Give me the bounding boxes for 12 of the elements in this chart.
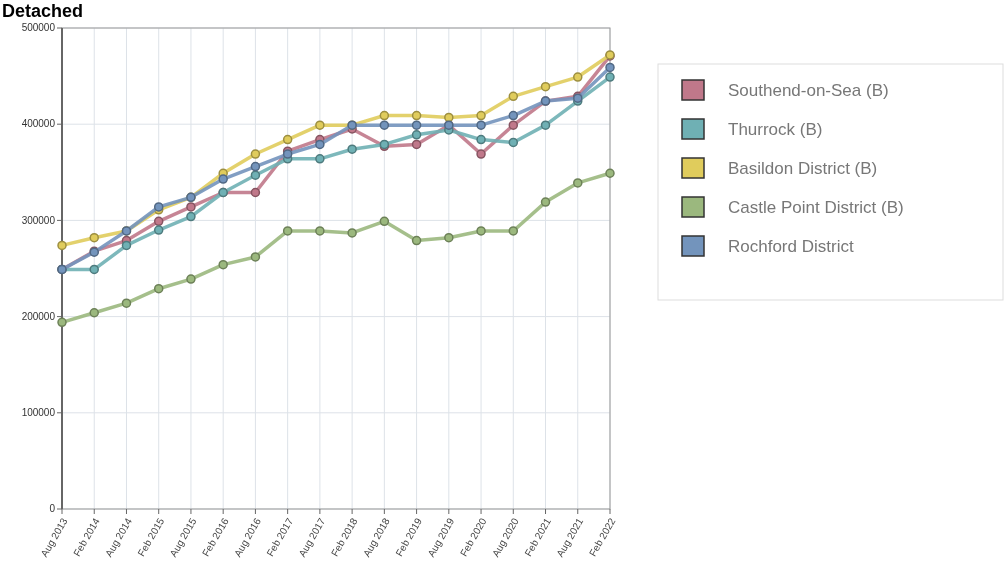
legend-label: Thurrock (B) [728, 119, 823, 139]
y-tick-label: 100000 [21, 407, 56, 418]
legend-label: Rochford District [728, 236, 854, 256]
y-tick-label: 0 [49, 503, 56, 515]
legend-label: Castle Point District (B) [728, 197, 904, 217]
legend-label: Southend-on-Sea (B) [728, 80, 889, 100]
chart-title: Detached [2, 1, 84, 21]
y-tick-label: 200000 [21, 310, 56, 322]
y-tick-label: 400000 [21, 118, 56, 130]
legend-label: Basildon District (B) [728, 158, 878, 178]
y-tick-label: 300000 [21, 214, 56, 226]
y-tick-label: 500000 [21, 22, 56, 34]
